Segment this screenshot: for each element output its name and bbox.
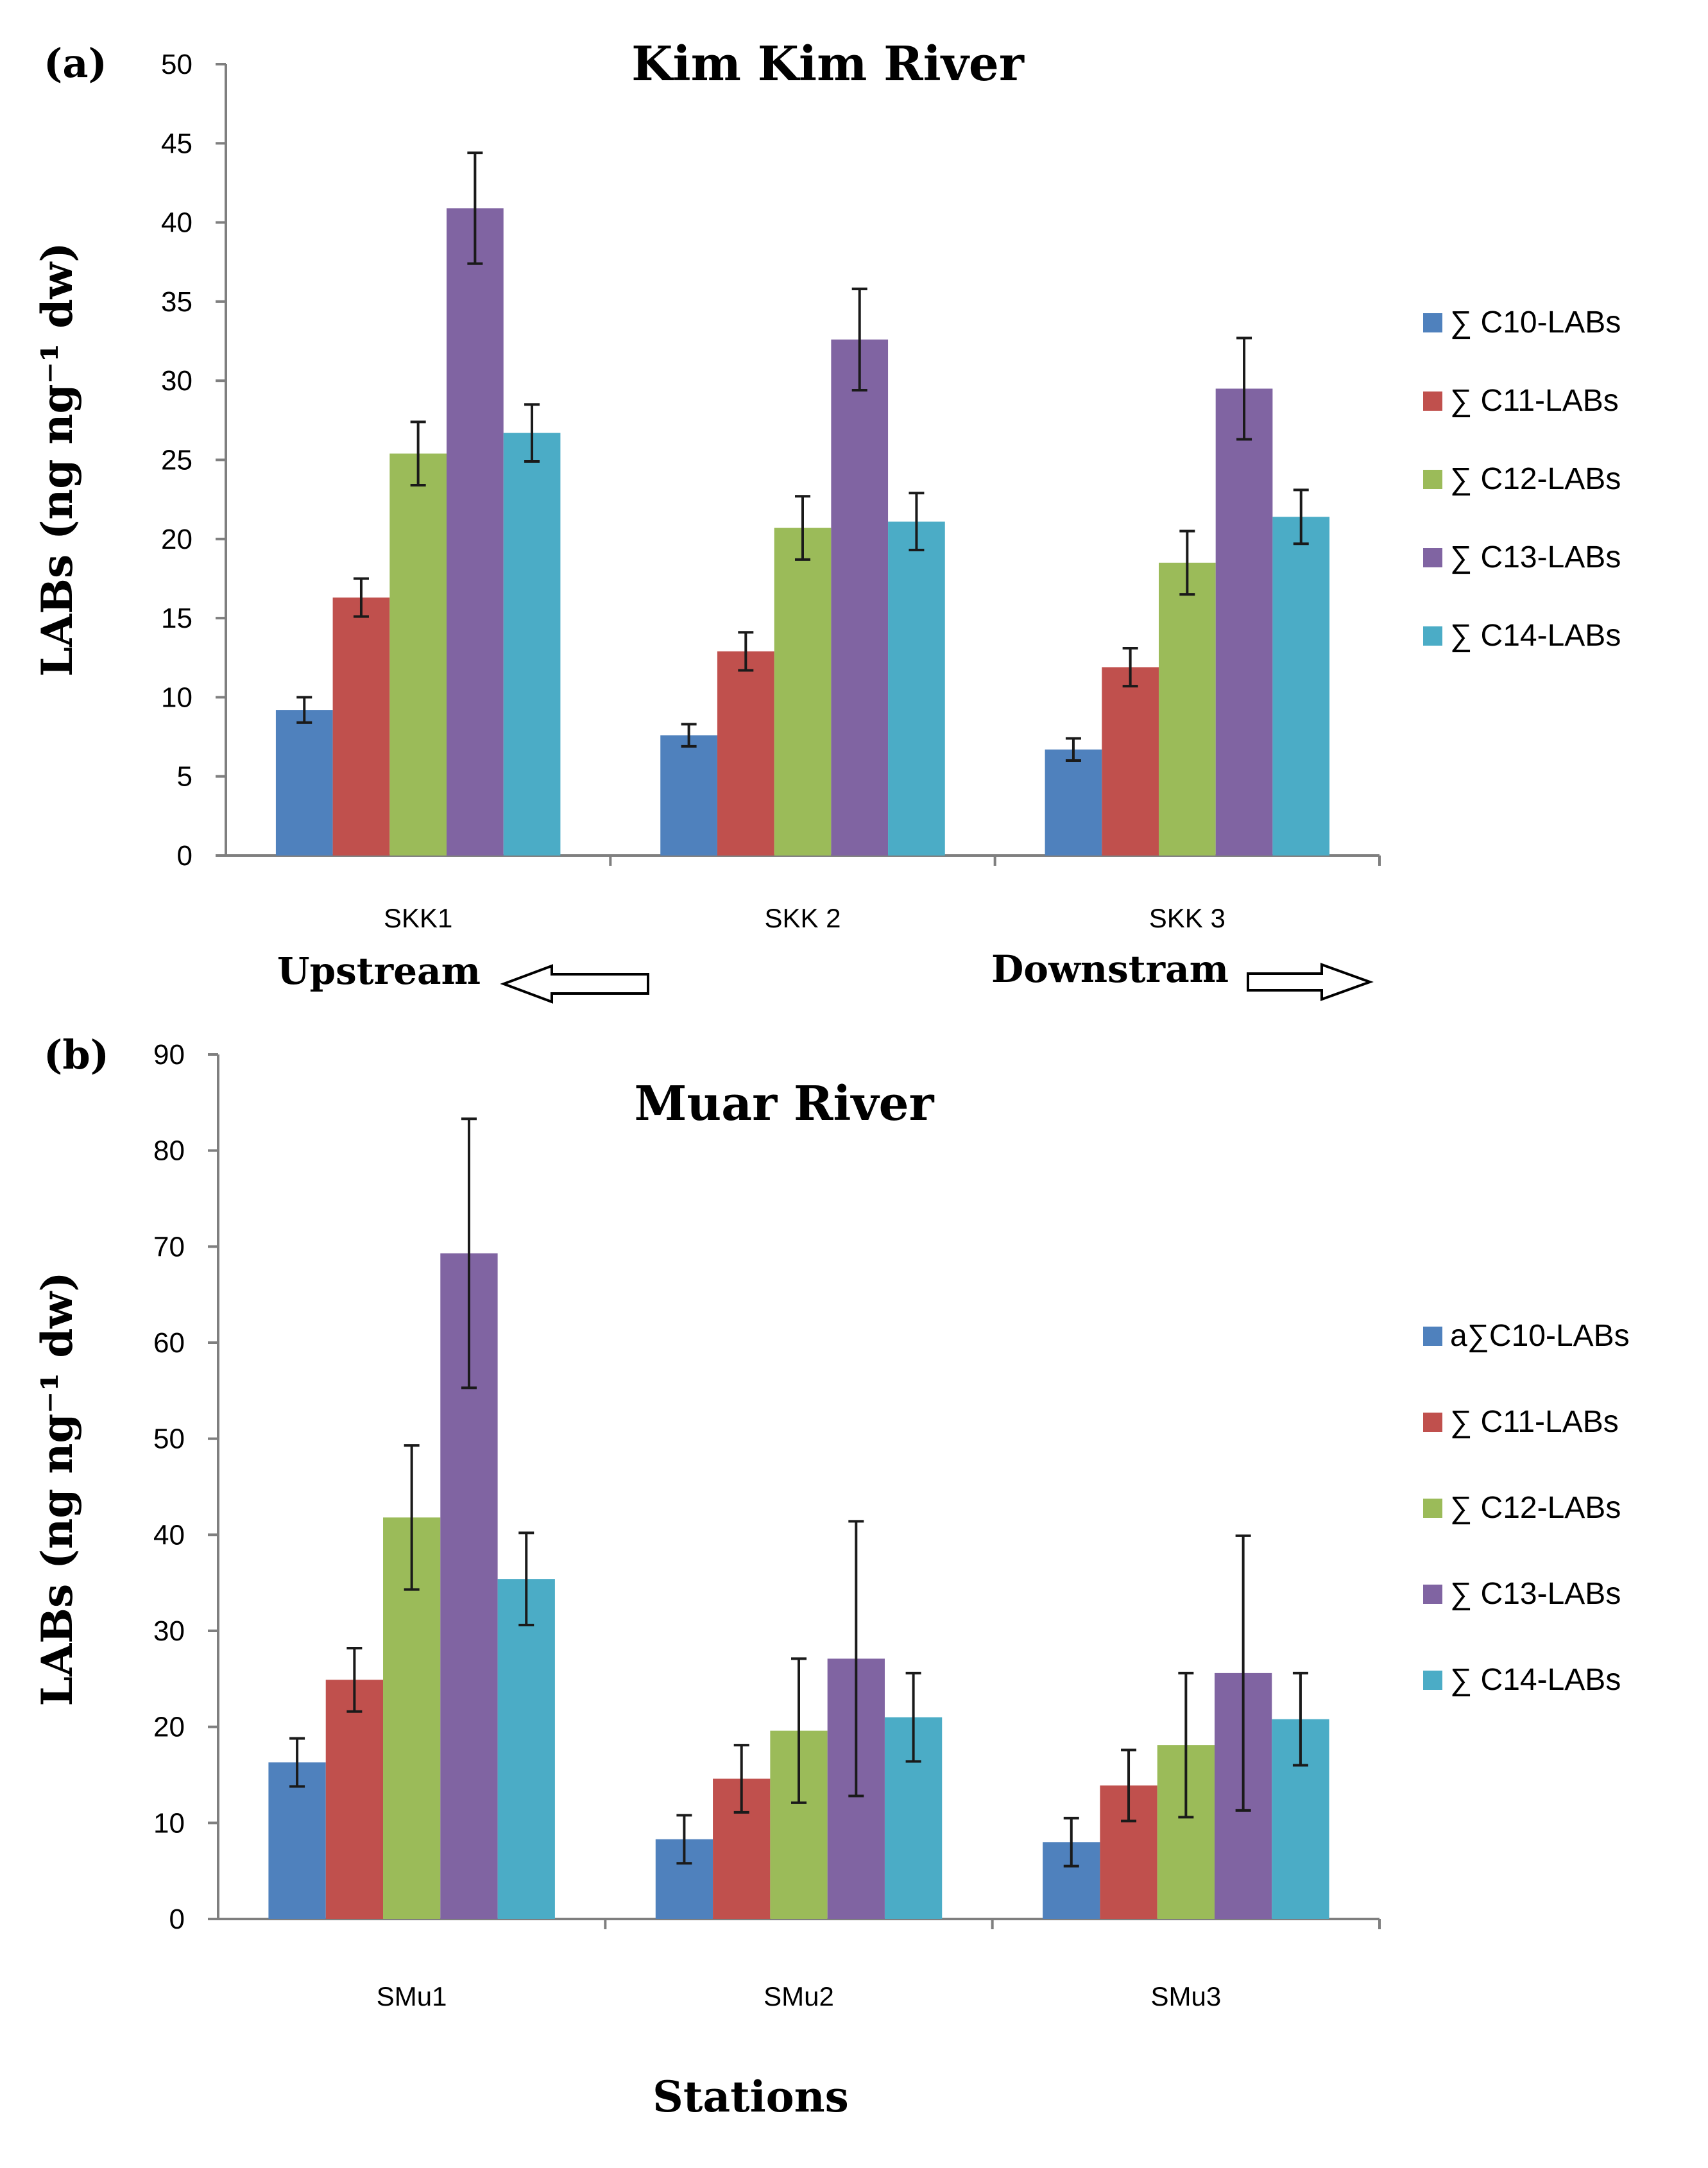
y-tick-label: 10 — [161, 682, 192, 713]
bar — [503, 433, 561, 856]
legend-swatch — [1423, 1413, 1442, 1432]
legend-swatch — [1423, 313, 1442, 332]
y-tick-label: 80 — [153, 1135, 185, 1167]
bar — [1102, 667, 1159, 856]
legend-entry: ∑ C14-LABs — [1450, 1663, 1621, 1697]
bar — [660, 735, 717, 856]
x-tick-label: SKK 3 — [1149, 903, 1225, 933]
legend-swatch — [1423, 470, 1442, 489]
legend-entry: ∑ C10-LABs — [1450, 305, 1621, 340]
legend-entry: ∑ C12-LABs — [1450, 1491, 1621, 1525]
bar — [268, 1762, 326, 1919]
bar — [325, 1680, 384, 1919]
chart-title: Muar River — [634, 1076, 934, 1131]
bar — [888, 521, 945, 856]
legend-swatch — [1423, 626, 1442, 646]
x-tick-label: SKK 2 — [764, 903, 841, 933]
chart-title: Kim Kim River — [631, 37, 1025, 92]
bar — [332, 598, 390, 856]
legend-entry: a∑C10-LABs — [1450, 1319, 1630, 1353]
bar — [1272, 517, 1330, 856]
y-tick-label: 15 — [161, 603, 192, 634]
y-tick-label: 0 — [169, 1904, 185, 1935]
bar — [1045, 749, 1102, 856]
y-tick-label: 30 — [153, 1615, 185, 1647]
y-tick-label: 50 — [153, 1424, 185, 1455]
downstream-arrow-icon — [1247, 963, 1374, 1001]
legend-swatch — [1423, 1499, 1442, 1518]
x-tick-label: SKK1 — [384, 903, 452, 933]
y-tick-label: 45 — [161, 128, 192, 159]
upstream-arrow-icon — [500, 964, 649, 1004]
y-axis-label: LABs (ng ng⁻¹ dw) — [32, 243, 82, 677]
legend-entry: ∑ C12-LABs — [1450, 462, 1621, 496]
legend-entry: ∑ C13-LABs — [1450, 540, 1621, 574]
y-tick-label: 60 — [153, 1327, 185, 1359]
y-tick-label: 50 — [161, 49, 192, 80]
y-tick-label: 25 — [161, 445, 192, 476]
panel-a: (a) Kim Kim River LABs (ng ng⁻¹ dw) 0 5 10 15 2… — [32, 37, 1621, 933]
bar — [1158, 562, 1216, 856]
bar — [497, 1579, 555, 1919]
panel-label: (a) — [44, 40, 107, 87]
legend-swatch — [1423, 1327, 1442, 1346]
bar — [447, 208, 504, 856]
bar — [831, 340, 889, 856]
legend-entry: ∑ C11-LABs — [1450, 384, 1619, 418]
y-tick-label: 40 — [153, 1519, 185, 1551]
y-tick-label: 35 — [161, 286, 192, 318]
downstream-label: Downstram — [991, 947, 1229, 991]
y-tick-label: 70 — [153, 1231, 185, 1262]
y-axis-label: LABs (ng ng⁻¹ dw) — [32, 1272, 82, 1707]
x-tick-label: SMu2 — [764, 1981, 834, 2011]
bar — [774, 528, 832, 856]
legend-swatch — [1423, 1585, 1442, 1604]
y-tick-label: 20 — [153, 1712, 185, 1743]
y-tick-label: 0 — [177, 840, 192, 872]
y-tick-label: 30 — [161, 365, 192, 397]
legend-swatch — [1423, 548, 1442, 567]
x-tick-label: SMu1 — [377, 1981, 447, 2011]
legend-entry: ∑ C13-LABs — [1450, 1577, 1621, 1611]
x-axis-label: Stations — [653, 2072, 849, 2122]
y-tick-label: 10 — [153, 1807, 185, 1839]
legend-swatch — [1423, 391, 1442, 411]
x-tick-label: SMu3 — [1150, 1981, 1221, 2011]
bar — [1215, 388, 1273, 856]
y-tick-label: 90 — [153, 1039, 185, 1071]
panel-label: (b) — [44, 1031, 109, 1078]
legend-entry: ∑ C14-LABs — [1450, 619, 1621, 653]
panel-b: (b) Muar River LABs (ng ng⁻¹ dw) 0 10 20 30 40 5… — [32, 1031, 1630, 2011]
upstream-label: Upstream — [277, 949, 481, 993]
bar — [275, 710, 333, 856]
y-tick-label: 40 — [161, 207, 192, 239]
bar — [389, 453, 447, 856]
bar — [717, 651, 774, 856]
legend-entry: ∑ C11-LABs — [1450, 1405, 1619, 1439]
y-tick-label: 20 — [161, 524, 192, 555]
y-tick-label: 5 — [177, 761, 192, 793]
legend-swatch — [1423, 1671, 1442, 1690]
